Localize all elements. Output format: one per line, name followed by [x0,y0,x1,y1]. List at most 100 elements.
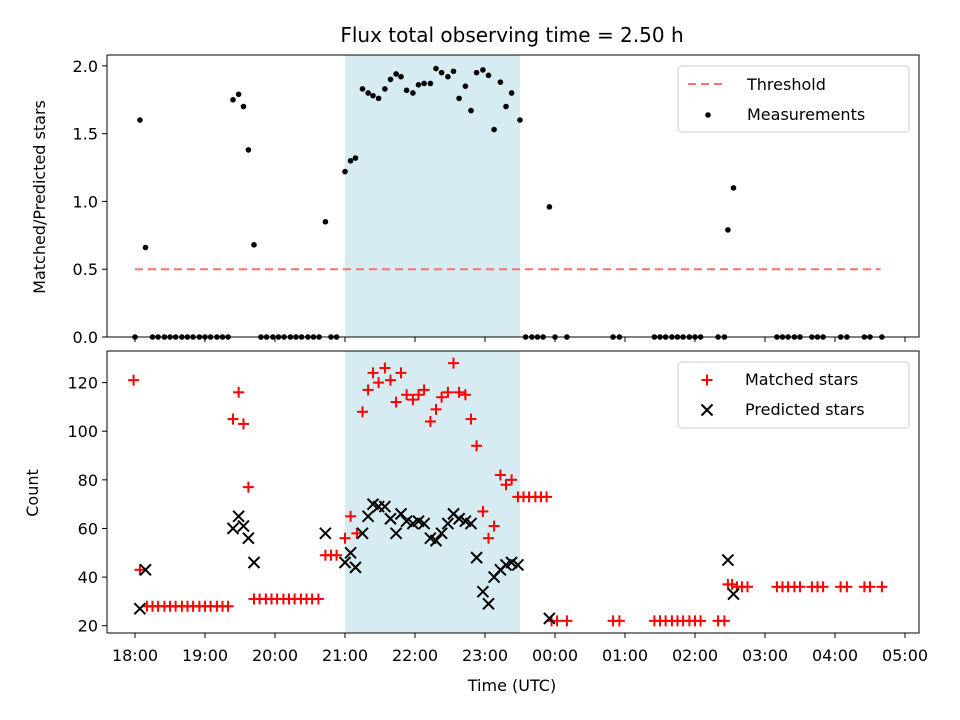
x-tick-label: 19:00 [182,646,228,665]
marker-stroke [400,514,413,528]
predicted-point [464,517,478,530]
matched-point [331,549,343,561]
measurement-point [725,227,731,233]
measurement-point [382,86,388,92]
measurement-point [433,65,439,72]
marker-stroke [505,556,518,569]
panel-count: 20 40 60 80 100 120 18:00 19:00 20:00 21:00 22:00… [23,350,928,695]
predicted-point [389,527,403,540]
measurement-point [456,95,462,102]
y-tick-label: 80 [78,471,98,490]
bottom-plot-frame [106,350,920,634]
predicted-point [511,558,525,572]
top-plot-frame [106,54,920,338]
x-tick-label: 18:00 [112,646,158,665]
measurement-point [142,244,149,251]
bottom-x-ticks: 18:00 19:00 20:00 21:00 22:00 23:00 00:00 01:00… [112,633,928,665]
x-tick-label: 03:00 [742,646,788,665]
measurement-point [230,96,236,103]
predicted-point [441,517,455,530]
predicted-point [476,585,490,598]
matched-point [471,440,483,452]
measurement-point [235,91,242,98]
x-tick-label: 02:00 [672,646,718,665]
marker-stroke [417,517,431,530]
top-legend: Threshold Measurements [677,65,910,133]
predicted-point [242,531,255,545]
predicted-point [319,527,332,540]
matched-point [395,367,407,379]
marker-stroke [319,527,332,540]
measurement-point [375,95,382,102]
matched-point [442,386,454,398]
matched-point [233,386,245,398]
measurement-point [245,147,252,153]
measurement-point [503,103,509,110]
measurement-point [473,69,480,76]
marker-stroke [361,510,375,523]
x-tick-label: 21:00 [322,646,368,665]
legend-predicted-swatch [700,403,714,417]
predicted-point [727,587,740,601]
marker-stroke [424,531,437,545]
bottom-legend-box [677,361,910,429]
y-tick-label: 2.0 [73,57,98,76]
matched-point [483,532,494,544]
predicted-point [349,561,362,574]
matched-point [551,615,563,627]
measurement-point [370,92,376,99]
marker-stroke [232,510,245,523]
marker-stroke [441,517,455,530]
measurement-point [480,67,486,73]
matched-point [351,527,363,539]
matched-point [238,418,249,430]
measurement-point [137,117,143,123]
predicted-point [247,556,261,569]
x-tick-label: 01:00 [602,646,648,665]
matched-point [726,578,738,590]
measurement-point [445,73,451,80]
measurement-point [359,86,366,92]
matched-point [227,413,239,425]
marker-stroke [139,563,152,577]
matched-point [477,505,489,517]
matched-point [242,481,254,493]
x-tick-label: 04:00 [812,646,858,665]
legend-matched-swatch [701,374,713,386]
matched-point [506,474,518,486]
predicted-point [226,522,240,535]
marker-stroke [237,519,250,533]
y-tick-label: 40 [78,568,98,587]
matched-point [876,581,888,593]
highlight-span-bottom [345,351,520,633]
measurement-point [421,80,427,87]
x-axis-label: Time (UTC) [467,676,556,695]
x-tick-label: 05:00 [882,646,928,665]
matched-point [401,389,413,401]
predicted-point [344,546,357,559]
matched-point [459,389,471,401]
matched-point [695,615,707,627]
marker-stroke [543,612,556,625]
predicted-point [361,510,375,523]
measurement-point [410,90,416,96]
top-y-axis-label: Matched/Predicted stars [30,100,49,294]
measurement-point [468,107,474,114]
y-tick-label: 120 [67,374,98,393]
top-legend-box [677,65,910,133]
marker-stroke [349,561,362,574]
marker-stroke [242,531,255,545]
matched-point [448,357,459,369]
measurement-point [415,82,422,88]
bottom-legend: Matched stars Predicted stars [677,361,910,429]
measurement-point [491,126,497,133]
marker-stroke [476,585,490,598]
marker-stroke [727,587,740,601]
matched-point [430,403,442,415]
predicted-point [133,602,147,615]
predicted-point [543,612,556,625]
marker-stroke [511,558,525,572]
matched-point [488,520,500,532]
chart-title: Flux total observing time = 2.50 h [340,23,683,47]
y-tick-label: 1.5 [73,125,98,144]
